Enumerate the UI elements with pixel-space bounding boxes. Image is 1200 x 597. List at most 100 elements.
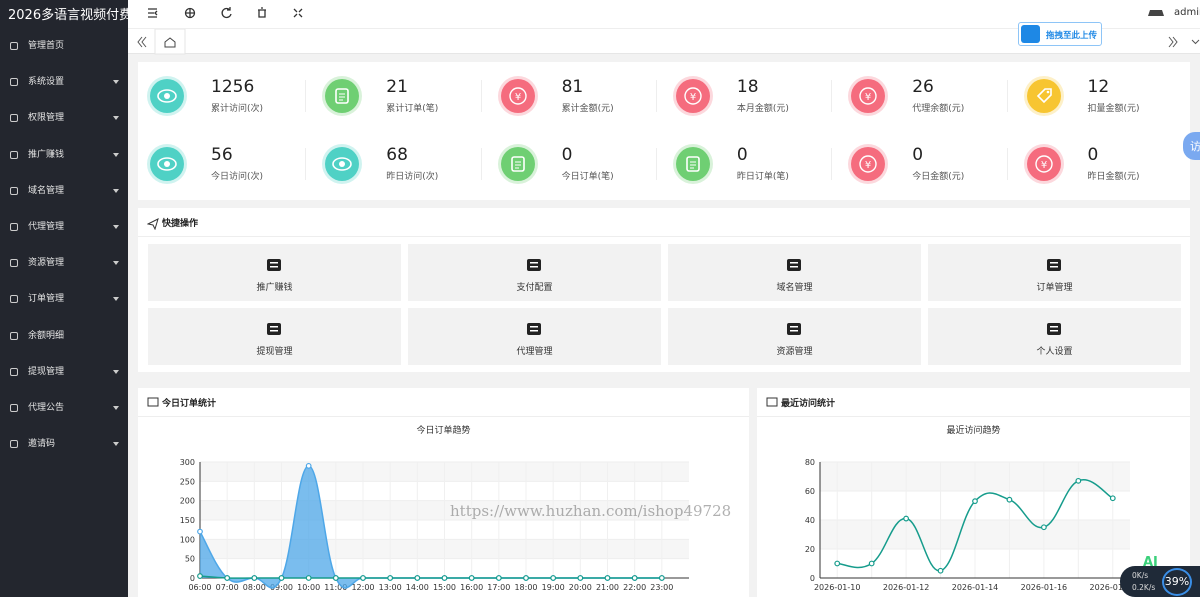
icon [766,397,778,407]
stat-label: 昨日金额(元) [1087,172,1140,182]
menu-item[interactable]: 系统设置 [0,64,128,100]
quick-button[interactable]: 订单管理 [928,244,1181,301]
x-tick-label: 16:00 [460,583,483,592]
stat-icon: ¥ [851,79,886,113]
data-point [197,573,203,579]
stat-divider [480,148,482,180]
menu-item[interactable]: 资源管理 [0,245,128,281]
chart-panel: 最近访问统计 最近访问趋势 0 20 40 60 80 2026-01-10 2026-01-1… [757,388,1190,597]
menu-item[interactable]: 订单管理 [0,281,128,317]
menu-item[interactable]: 提现管理 [0,354,128,390]
fullscreen-icon[interactable] [293,8,303,18]
x-tick-label: 15:00 [433,583,456,592]
x-tick-label: 17:00 [487,583,510,592]
data-point [658,575,665,581]
data-point [834,560,841,567]
svg-text:¥: ¥ [865,160,871,171]
stat-divider [655,148,657,180]
data-point [197,528,203,535]
stat-value: 0 [561,145,573,165]
data-point [1075,477,1082,484]
menu-label: 系统设置 [28,77,65,88]
x-tick-label: 2026-01-16 [1021,583,1068,592]
menu-item[interactable]: 代理公告 [0,390,128,426]
x-tick-label: 21:00 [596,583,619,592]
tabs-left[interactable] [137,36,147,48]
menu-label: 域名管理 [28,185,65,196]
menu-icon [10,367,18,376]
stat-icon [325,79,360,113]
stat-value: 56 [211,145,233,165]
menu-item[interactable]: 推广赚钱 [0,137,128,173]
stat-divider [1006,80,1008,112]
stat-value: 0 [912,145,924,165]
menu-toggle[interactable] [148,8,158,18]
menu-icon [10,150,18,159]
menu-label: 推广赚钱 [28,149,65,160]
quick-title: 快捷操作 [162,219,199,229]
menu-arrow [113,442,119,447]
chart: 今日订单趋势 0 50 100 150 200 250 300 06:00 07:00 08:00 0… [147,397,689,592]
quick-button[interactable]: 推广赚钱 [148,244,401,301]
menu-item[interactable]: 邀请码 [0,426,128,462]
menu-item[interactable]: 管理首页 [0,28,128,64]
menu-icon [10,331,18,340]
stat-value: 0 [736,145,748,165]
stat-icon: ¥ [851,147,886,181]
stat-value: 18 [736,77,759,97]
y-tick-label: 100 [180,535,195,544]
quick-button[interactable]: 个人设置 [928,308,1181,365]
quick-button[interactable]: 支付配置 [408,244,661,301]
stat-label: 昨日订单(笔) [736,172,789,182]
download-speed: 0.2K/s [1132,583,1156,592]
chart-title: 今日订单趋势 [416,424,470,436]
menu-icon [10,223,18,231]
menu-label: 管理首页 [28,41,65,51]
quick-card: 快捷操作 推广赚钱 支付配置 域名管理 订单管理提现管理 代理管理 资源管理 个人设置 [138,208,1190,372]
panel-rule [138,416,749,417]
stat-value: 12 [1087,77,1110,97]
quick-button[interactable]: 提现管理 [148,308,401,365]
home-tab[interactable] [154,29,186,55]
speed-widget[interactable]: 0K/s 0.2K/s 39% [1120,566,1200,597]
menu-item[interactable]: 权限管理 [0,100,128,136]
username[interactable]: admin [1174,7,1200,18]
quick-button[interactable]: 资源管理 [668,308,921,365]
cpu-percent: 39% [1162,568,1192,596]
data-point [387,575,394,581]
tabs-right[interactable] [1168,36,1178,48]
side-tab[interactable]: 访 [1183,132,1200,160]
stat-label: 累计金额(元) [561,104,614,114]
stat-label: 代理余额(元) [912,104,965,114]
quick-label: 推广赚钱 [256,283,293,293]
x-tick-label: 11:00 [324,583,347,592]
menu-label: 代理公告 [28,403,65,413]
quick-button[interactable]: 代理管理 [408,308,661,365]
panel-title: 今日订单统计 [162,399,217,409]
delete-icon[interactable] [258,7,266,18]
data-point [305,575,312,581]
user-avatar[interactable] [1148,10,1164,16]
quick-label: 域名管理 [776,283,813,293]
menu-label: 资源管理 [28,258,65,269]
data-point [550,575,557,581]
menu-item[interactable]: 域名管理 [0,173,128,209]
menu-label: 代理管理 [28,222,65,232]
data-point [332,575,339,581]
menu-arrow [113,297,119,302]
y-tick-label: 20 [805,545,815,554]
stat-divider [831,80,833,112]
tabs-dropdown[interactable] [1191,39,1200,45]
data-point [251,575,258,581]
y-tick-label: 50 [185,555,195,564]
data-point [577,575,584,581]
menu-arrow [113,261,119,266]
panel-title: 最近访问统计 [781,399,836,409]
upload-button[interactable]: 拖拽至此上传 [1018,22,1102,46]
menu-item[interactable]: 余额明细 [0,318,128,354]
series-line [199,465,662,589]
refresh-icon[interactable] [221,7,232,19]
stat-label: 累计订单(笔) [386,104,439,114]
quick-button[interactable]: 域名管理 [668,244,921,301]
menu-item[interactable]: 代理管理 [0,209,128,245]
